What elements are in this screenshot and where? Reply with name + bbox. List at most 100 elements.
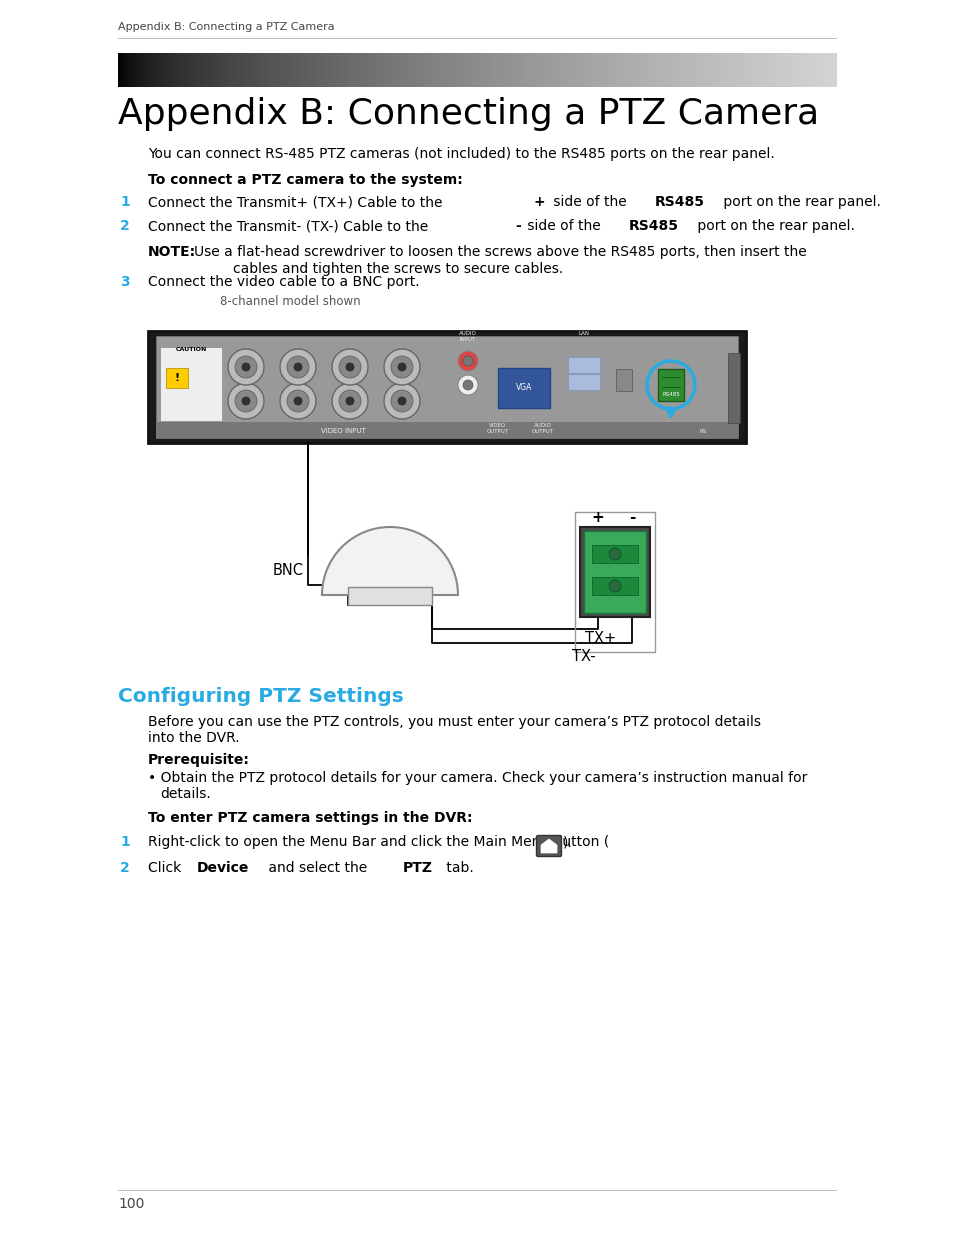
Bar [240, 53, 243, 86]
Bar [658, 369, 683, 401]
Bar [665, 53, 669, 86]
Bar [620, 53, 623, 86]
Bar [489, 53, 492, 86]
Bar [718, 53, 721, 86]
Bar [618, 53, 621, 86]
Bar [689, 53, 693, 86]
Text: Right-click to open the Menu Bar and click the Main Menu button (: Right-click to open the Menu Bar and cli… [148, 835, 609, 848]
Text: Configuring PTZ Settings: Configuring PTZ Settings [118, 687, 403, 706]
Bar [120, 53, 124, 86]
Bar [816, 53, 820, 86]
Bar [646, 53, 650, 86]
Circle shape [228, 350, 264, 385]
Bar [280, 53, 284, 86]
Bar [421, 53, 425, 86]
Bar [584, 53, 587, 86]
Bar [290, 53, 294, 86]
Text: 3: 3 [120, 275, 130, 289]
Bar [486, 53, 490, 86]
Text: Connect the video cable to a BNC port.: Connect the video cable to a BNC port. [148, 275, 419, 289]
Bar [592, 577, 638, 595]
Bar [572, 53, 576, 86]
Bar [732, 53, 736, 86]
Text: details.: details. [160, 787, 211, 802]
Circle shape [346, 363, 354, 370]
Circle shape [242, 396, 250, 405]
Bar [768, 53, 772, 86]
Text: port on the rear panel.: port on the rear panel. [719, 195, 880, 209]
Bar [395, 53, 398, 86]
Bar [806, 53, 810, 86]
Bar [386, 53, 389, 86]
Bar [160, 347, 222, 421]
Bar [537, 53, 539, 86]
Bar [600, 53, 604, 86]
Bar [213, 53, 217, 86]
Bar [156, 336, 738, 438]
Bar [132, 53, 135, 86]
Bar [294, 53, 298, 86]
Bar [250, 53, 253, 86]
Text: VIDEO INPUT: VIDEO INPUT [320, 429, 365, 433]
Bar [522, 53, 525, 86]
Bar [426, 53, 430, 86]
Bar [190, 53, 193, 86]
Bar [353, 53, 355, 86]
Bar [591, 53, 595, 86]
Bar [541, 53, 544, 86]
Bar [269, 53, 272, 86]
Bar [649, 53, 652, 86]
Bar [450, 53, 454, 86]
Circle shape [287, 356, 309, 378]
Bar [175, 53, 178, 86]
Bar [357, 53, 360, 86]
Bar [448, 53, 451, 86]
Bar [546, 53, 549, 86]
Bar [481, 53, 485, 86]
Bar [348, 53, 351, 86]
Text: Use a flat-head screwdriver to loosen the screws above the RS485 ports, then ins: Use a flat-head screwdriver to loosen th… [193, 245, 806, 259]
Bar [212, 53, 214, 86]
Bar [321, 53, 324, 86]
Bar [581, 53, 585, 86]
Bar [335, 53, 339, 86]
Bar [749, 53, 753, 86]
Bar [498, 53, 501, 86]
Bar [397, 53, 401, 86]
Text: side of the: side of the [522, 219, 604, 233]
Text: Connect the Transmit- (TX-) Cable to the: Connect the Transmit- (TX-) Cable to the [148, 219, 432, 233]
Bar [632, 53, 636, 86]
Bar [376, 53, 379, 86]
Bar [125, 53, 129, 86]
Bar [259, 53, 262, 86]
Bar [288, 53, 291, 86]
Circle shape [384, 350, 419, 385]
Bar [469, 53, 473, 86]
Bar [603, 53, 607, 86]
Circle shape [397, 363, 406, 370]
Bar [763, 53, 767, 86]
Bar [637, 53, 640, 86]
Bar [694, 53, 698, 86]
Text: AUDIO
OUTPUT: AUDIO OUTPUT [532, 424, 554, 433]
Bar [163, 53, 167, 86]
Text: RS485: RS485 [628, 219, 678, 233]
Bar [610, 53, 614, 86]
Bar [436, 53, 439, 86]
Bar [505, 53, 509, 86]
Text: You can connect RS-485 PTZ cameras (not included) to the RS485 ports on the rear: You can connect RS-485 PTZ cameras (not … [148, 147, 774, 161]
Bar [158, 53, 162, 86]
Bar [508, 53, 511, 86]
Bar [519, 53, 523, 86]
Bar [589, 53, 592, 86]
Bar [415, 53, 417, 86]
Bar [744, 53, 748, 86]
Bar [391, 53, 394, 86]
FancyBboxPatch shape [536, 836, 561, 857]
Text: +: + [591, 510, 604, 525]
Bar [773, 53, 777, 86]
Bar [293, 53, 295, 86]
Bar [223, 53, 227, 86]
Bar [527, 53, 530, 86]
Bar [168, 53, 172, 86]
